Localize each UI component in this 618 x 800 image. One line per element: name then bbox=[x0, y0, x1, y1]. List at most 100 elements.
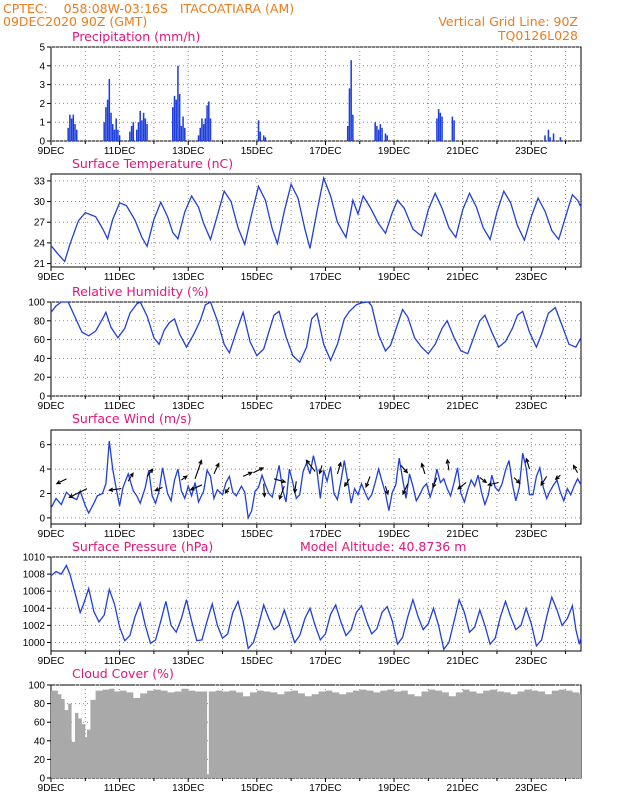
cloud-ytick-label: 100 bbox=[28, 681, 45, 692]
precip-bar bbox=[130, 125, 133, 141]
header-station-label: CPTEC: 058:08W-03:16S ITACOATIARA (AM) bbox=[3, 1, 294, 16]
wind-vector-arrowhead bbox=[457, 485, 463, 490]
wind-vector-arrow bbox=[294, 481, 297, 493]
precip-xtick-label: 19DEC bbox=[378, 146, 410, 157]
wind-vector-arrowhead bbox=[148, 468, 154, 474]
rh-xtick-label: 11DEC bbox=[104, 401, 136, 412]
wind-vector-arrowhead bbox=[337, 461, 342, 467]
precip-bar bbox=[172, 107, 174, 141]
wind-xtick-label: 11DEC bbox=[104, 529, 136, 540]
wind-vector-arrowhead bbox=[402, 490, 407, 496]
wind-vector-arrow bbox=[479, 477, 487, 483]
temp-xtick-label: 9DEC bbox=[38, 272, 65, 283]
wind-vector-arrow bbox=[278, 485, 285, 500]
wind-vector-arrowhead bbox=[129, 472, 134, 478]
precip-bar bbox=[173, 95, 176, 141]
precip-bar bbox=[439, 112, 442, 141]
wind-xtick-label: 17DEC bbox=[309, 529, 341, 540]
precip-panel-title: Precipitation (mm/h) bbox=[72, 29, 200, 44]
wind-vector-arrowhead bbox=[258, 467, 265, 472]
precip-bar bbox=[204, 118, 207, 141]
precip-ytick-label: 2 bbox=[39, 99, 45, 110]
wind-vector-arrow bbox=[69, 488, 88, 498]
precip-xtick-label: 11DEC bbox=[104, 146, 136, 157]
precip-bar bbox=[201, 118, 203, 141]
wind-vector-arrowhead bbox=[224, 488, 230, 495]
wind-vector-arrowhead bbox=[305, 459, 311, 465]
wind-vector-arrowhead bbox=[318, 469, 323, 475]
temp-xtick-label: 19DEC bbox=[378, 272, 410, 283]
rh-xtick-label: 17DEC bbox=[309, 401, 341, 412]
precip-bar bbox=[348, 88, 351, 141]
precip-bar bbox=[264, 137, 267, 141]
cloud-ytick-label: 20 bbox=[34, 755, 46, 766]
precip-bar bbox=[381, 127, 383, 141]
precip-bar bbox=[118, 135, 121, 141]
precip-bar bbox=[146, 124, 148, 141]
precip-ytick-label: 5 bbox=[39, 43, 45, 54]
temp-plot-frame bbox=[50, 173, 582, 268]
precip-bar bbox=[110, 112, 112, 141]
rh-ytick-label: 100 bbox=[28, 298, 45, 309]
precip-bar bbox=[175, 99, 177, 141]
precip-plot-frame bbox=[50, 46, 582, 142]
precip-bar bbox=[379, 124, 382, 141]
wind-xtick-label: 21DEC bbox=[447, 529, 479, 540]
precip-xtick-label: 9DEC bbox=[38, 146, 65, 157]
wind-vector-arrow bbox=[513, 477, 521, 484]
pressure-ytick-label: 1008 bbox=[23, 570, 46, 581]
pressure-xtick-label: 13DEC bbox=[172, 656, 204, 667]
rh-xtick-label: 15DEC bbox=[241, 401, 273, 412]
precip-ytick-label: 0 bbox=[39, 137, 45, 148]
wind-ytick-label: 4 bbox=[39, 465, 45, 476]
wind-vector-arrowhead bbox=[482, 478, 488, 484]
header-model-label: TQ0126L028 bbox=[497, 28, 578, 43]
wind-vector-arrow bbox=[432, 477, 438, 488]
temp-panel-title: Surface Temperature (nC) bbox=[72, 156, 233, 171]
precip-bar bbox=[144, 118, 147, 141]
wind-vector-arrow bbox=[190, 484, 203, 491]
pressure-xtick-label: 19DEC bbox=[378, 656, 410, 667]
wind-vector-arrow bbox=[488, 481, 499, 486]
precip-bar bbox=[350, 60, 352, 141]
precip-bar bbox=[206, 105, 208, 141]
precip-bar bbox=[72, 114, 75, 141]
wind-ytick-label: 6 bbox=[39, 440, 45, 451]
precip-bar bbox=[376, 125, 378, 141]
precip-bar bbox=[115, 118, 117, 141]
wind-vector-arrow bbox=[305, 459, 316, 472]
precip-bar bbox=[437, 109, 440, 141]
wind-vector-arrow bbox=[365, 476, 371, 487]
wind-vector-arrowhead bbox=[198, 459, 203, 465]
wind-vector-arrow bbox=[384, 485, 389, 495]
wind-vector-arrowhead bbox=[278, 494, 283, 501]
pressure-plot-frame bbox=[50, 556, 582, 652]
wind-vector-arrowhead bbox=[262, 492, 267, 498]
wind-vector-arrowhead bbox=[108, 487, 114, 492]
temp-ytick-label: 30 bbox=[34, 197, 46, 208]
precip-bar bbox=[69, 114, 71, 141]
wind-vector-arrow bbox=[525, 458, 531, 470]
temp-series-line bbox=[50, 175, 582, 263]
precip-bar bbox=[259, 131, 262, 141]
precip-bar bbox=[436, 118, 438, 141]
temp-xtick-label: 13DEC bbox=[172, 272, 204, 283]
temp-xtick-label: 15DEC bbox=[241, 272, 273, 283]
pressure-xtick-label: 23DEC bbox=[515, 656, 547, 667]
rh-plot-frame bbox=[50, 301, 582, 397]
cloud-panel-title: Cloud Cover (%) bbox=[72, 666, 174, 681]
wind-vector-arrow bbox=[109, 488, 122, 491]
wind-vector-arrow bbox=[573, 465, 579, 473]
temp-ytick-label: 27 bbox=[34, 218, 46, 229]
wind-vector-arrowhead bbox=[281, 478, 287, 484]
cloud-xtick-label: 11DEC bbox=[104, 783, 136, 794]
pressure-ytick-label: 1010 bbox=[23, 553, 46, 564]
rh-xtick-label: 13DEC bbox=[172, 401, 204, 412]
wind-vector-arrowhead bbox=[68, 493, 74, 498]
precip-xtick-label: 17DEC bbox=[309, 146, 341, 157]
wind-vector-arrow bbox=[336, 462, 342, 475]
wind-vector-arrow bbox=[319, 465, 323, 474]
precip-bar bbox=[377, 129, 380, 141]
precip-bar bbox=[262, 135, 265, 141]
